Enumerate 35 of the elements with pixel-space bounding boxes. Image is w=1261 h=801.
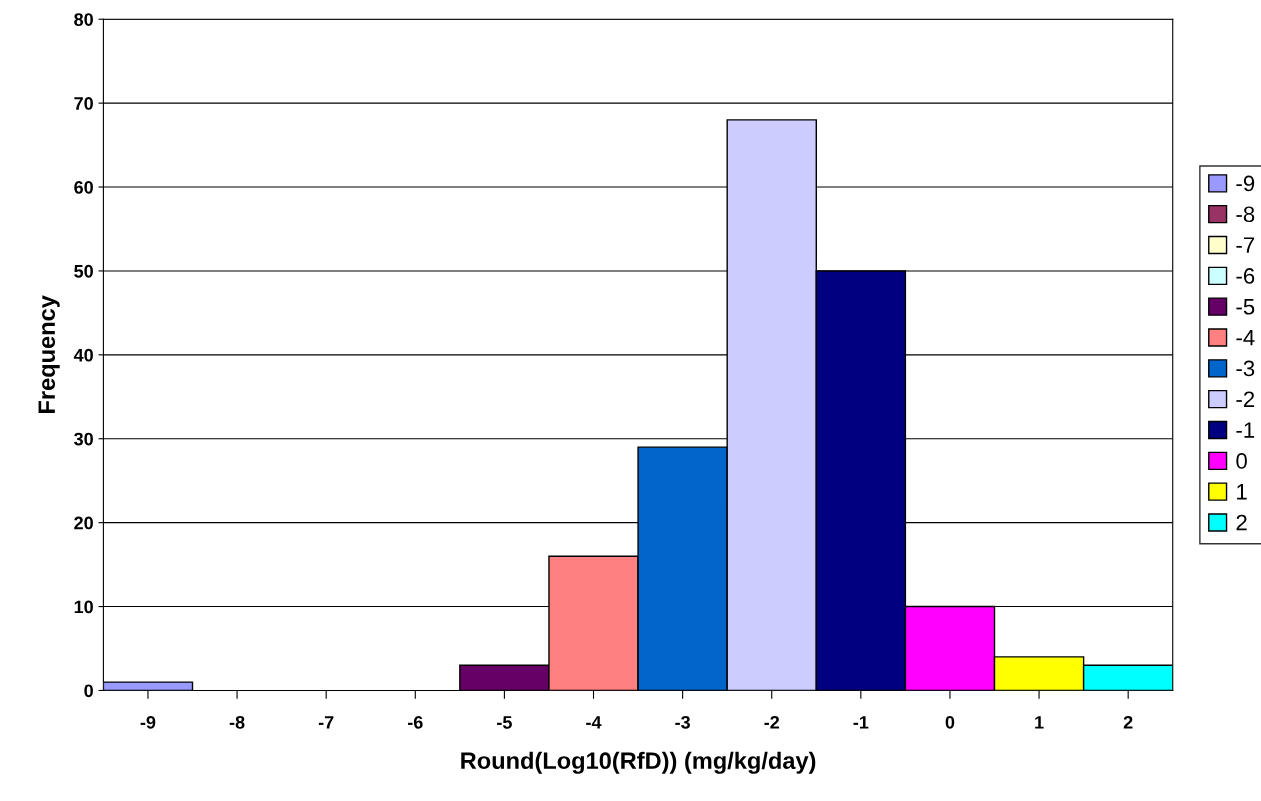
legend-label: -7	[1236, 237, 1255, 253]
legend-label: -6	[1236, 268, 1255, 284]
x-tick-label: -6	[407, 715, 423, 729]
legend-label: -1	[1236, 422, 1255, 438]
y-tick-label: 30	[74, 432, 93, 446]
x-tick-label: 0	[945, 715, 955, 729]
x-tick-label: 1	[1035, 716, 1044, 729]
y-tick-label: 70	[74, 97, 93, 110]
x-tick-label: -2	[764, 715, 780, 729]
x-tick-label: -3	[675, 715, 690, 729]
x-tick-label: -1	[853, 716, 869, 729]
legend-label: -9	[1236, 175, 1255, 192]
x-tick-label: -4	[586, 716, 602, 729]
legend-label: -8	[1236, 206, 1255, 223]
legend-label: 2	[1236, 514, 1247, 531]
legend-label: 1	[1237, 484, 1247, 500]
legend-label: 0	[1236, 453, 1247, 469]
y-axis-title: Frequency	[38, 295, 60, 413]
x-tick-label: -5	[497, 716, 512, 729]
y-tick-label: 0	[84, 684, 93, 698]
y-tick-label: 10	[74, 600, 93, 614]
y-tick-label: 40	[73, 348, 93, 362]
y-tick-label: 80	[74, 13, 93, 26]
legend-label: -5	[1236, 299, 1255, 315]
legend-label: -2	[1236, 391, 1255, 407]
x-tick-label: -8	[229, 715, 245, 729]
legend-label: -3	[1236, 360, 1255, 377]
legend-label: -4	[1236, 329, 1255, 346]
x-axis-title: Round(Log10(RfD)) (mg/kg/day)	[461, 751, 816, 774]
x-tick-label: -7	[318, 716, 334, 729]
x-tick-label: -9	[140, 715, 156, 729]
y-tick-label: 60	[74, 180, 93, 194]
y-tick-label: 50	[74, 264, 93, 278]
x-tick-label: 2	[1123, 715, 1133, 729]
y-tick-label: 20	[74, 516, 93, 530]
